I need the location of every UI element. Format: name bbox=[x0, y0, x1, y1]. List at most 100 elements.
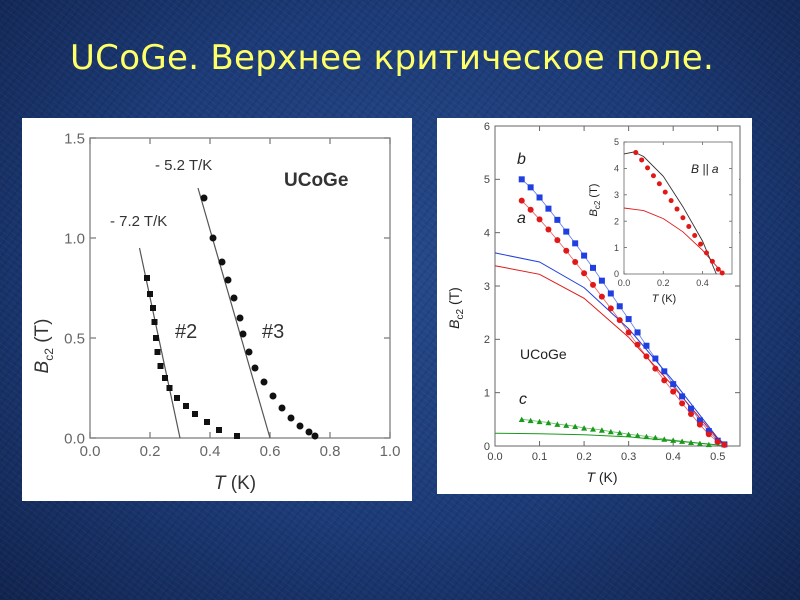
right-x-tick-label: 0.4 bbox=[666, 451, 681, 463]
left-point-sample2 bbox=[216, 427, 222, 433]
inset-chart-marks bbox=[633, 150, 725, 276]
inset-x-axis-label: T (K) bbox=[652, 293, 676, 305]
left-annotation-sample-2: #2 bbox=[175, 321, 197, 343]
inset-point-a bbox=[692, 232, 698, 238]
right-point-a bbox=[527, 206, 534, 213]
right-point-c bbox=[696, 440, 703, 447]
left-point-sample3 bbox=[287, 414, 295, 422]
right-point-b bbox=[643, 342, 650, 349]
right-point-a bbox=[705, 431, 712, 438]
right-point-a bbox=[696, 421, 703, 428]
left-x-tick-label: 0.6 bbox=[260, 443, 281, 460]
inset-point-a bbox=[719, 270, 725, 276]
left-x-tick-label: 0.0 bbox=[80, 443, 101, 460]
right-point-a bbox=[652, 365, 659, 372]
right-point-b bbox=[572, 240, 579, 247]
left-y-tick-label: 1.5 bbox=[64, 130, 85, 147]
right-point-c bbox=[545, 419, 552, 426]
right-y-tick-label: 1 bbox=[484, 388, 490, 400]
left-point-sample3 bbox=[260, 378, 268, 386]
right-series-label-b: b bbox=[517, 151, 526, 168]
right-point-c bbox=[563, 422, 570, 428]
left-point-sample3 bbox=[209, 234, 217, 242]
right-point-a bbox=[518, 197, 525, 204]
left-x-axis-label: T (K) bbox=[214, 473, 256, 494]
right-point-c bbox=[590, 426, 596, 432]
inset-y-tick-label: 4 bbox=[614, 164, 619, 174]
right-point-b bbox=[688, 405, 694, 412]
right-chart-axes: 0.0 0.1 0.2 0.3 0.4 0.5 0 1 2 3 4 5 6 bbox=[484, 121, 741, 463]
right-point-a bbox=[536, 216, 543, 223]
right-x-tick-label: 0.0 bbox=[487, 451, 502, 463]
right-chart-title: UCoGe bbox=[520, 346, 567, 362]
inset-x-tick-label: 0.4 bbox=[696, 278, 709, 288]
left-point-sample2 bbox=[162, 375, 168, 381]
right-point-a bbox=[563, 247, 570, 254]
left-point-sample2 bbox=[154, 349, 161, 355]
right-point-b bbox=[661, 368, 668, 375]
inset-point-a bbox=[662, 189, 668, 195]
left-point-sample2 bbox=[147, 291, 153, 297]
right-point-b bbox=[696, 417, 703, 424]
left-y-axis-label: Bc2 (T) bbox=[32, 319, 56, 374]
inset-point-a bbox=[715, 266, 721, 272]
inset-point-a bbox=[686, 223, 692, 229]
inset-point-a bbox=[709, 258, 715, 264]
right-x-tick-label: 0.3 bbox=[621, 451, 636, 463]
right-point-c bbox=[554, 421, 561, 427]
right-point-b bbox=[652, 355, 659, 362]
left-x-tick-label: 0.2 bbox=[140, 443, 161, 460]
svg-text:Bc2 (T): Bc2 (T) bbox=[446, 287, 466, 329]
left-y-tick-label: 1.0 bbox=[64, 230, 85, 247]
left-annotation-slope-2: - 7.2 T/K bbox=[110, 213, 167, 230]
right-x-tick-label: 0.2 bbox=[576, 451, 591, 463]
left-x-tick-label: 0.4 bbox=[200, 443, 221, 460]
inset-x-tick-label: 0.2 bbox=[657, 278, 670, 288]
right-point-a bbox=[688, 411, 694, 417]
inset-y-tick-label: 2 bbox=[614, 216, 619, 226]
right-point-c bbox=[652, 434, 659, 441]
right-series-label-a: a bbox=[517, 210, 526, 227]
right-point-b bbox=[670, 381, 677, 388]
right-point-c bbox=[643, 433, 650, 440]
left-point-sample3 bbox=[230, 294, 238, 302]
left-point-sample2 bbox=[183, 403, 189, 409]
right-point-b bbox=[536, 194, 543, 201]
svg-text:T (K): T (K) bbox=[586, 469, 617, 485]
inset-y-tick-label: 3 bbox=[614, 190, 619, 200]
inset-point-a bbox=[639, 157, 645, 163]
svg-text:Bc2 (T): Bc2 (T) bbox=[588, 184, 602, 217]
right-point-c bbox=[688, 439, 694, 445]
left-point-sample3 bbox=[305, 428, 313, 436]
right-x-tick-label: 0.5 bbox=[710, 451, 725, 463]
left-annotation-slope-3: - 5.2 T/K bbox=[155, 157, 212, 174]
right-point-a bbox=[598, 293, 605, 300]
right-point-b bbox=[705, 428, 712, 435]
left-chart-title: UCoGe bbox=[284, 170, 348, 191]
right-point-c bbox=[572, 423, 579, 429]
svg-text:Bc2 (T): Bc2 (T) bbox=[32, 319, 56, 374]
inset-y-tick-label: 1 bbox=[614, 243, 619, 253]
right-y-tick-label: 2 bbox=[484, 334, 490, 346]
left-point-sample2 bbox=[166, 385, 173, 391]
inset-point-a bbox=[703, 250, 709, 256]
right-point-a bbox=[714, 438, 721, 445]
left-point-sample3 bbox=[236, 314, 244, 322]
right-chart-marks bbox=[518, 176, 728, 448]
right-y-tick-label: 3 bbox=[484, 281, 490, 293]
right-point-a bbox=[545, 226, 552, 233]
right-point-c bbox=[581, 425, 588, 431]
inset-point-a bbox=[650, 173, 656, 179]
right-point-a bbox=[679, 400, 686, 407]
right-point-a bbox=[643, 353, 650, 360]
right-point-c bbox=[536, 418, 543, 425]
right-point-b bbox=[518, 176, 525, 183]
inset-title: B || a bbox=[691, 162, 719, 176]
right-point-b bbox=[616, 303, 623, 310]
left-chart: 0.0 0.2 0.4 0.6 0.8 1.0 0.0 0.5 1.0 1.5 UCoGe - 5… bbox=[32, 130, 400, 494]
right-point-b bbox=[527, 184, 534, 191]
right-x-tick-label: 0.1 bbox=[532, 451, 547, 463]
right-point-b bbox=[590, 264, 596, 271]
left-point-sample3 bbox=[239, 330, 247, 338]
right-point-c bbox=[670, 437, 677, 443]
